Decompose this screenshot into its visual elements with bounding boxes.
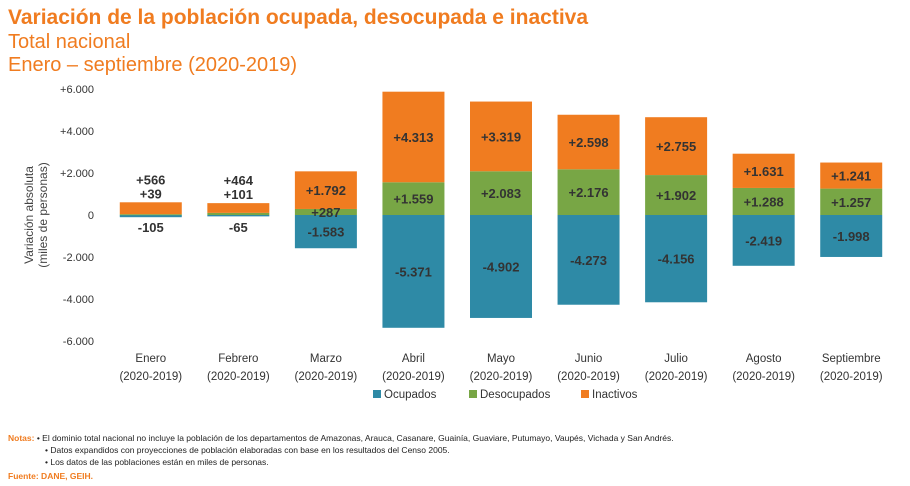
y-tick-label: +6.000 — [60, 84, 94, 96]
data-label-desocupados: +101 — [224, 187, 253, 202]
y-axis-label: Variación absoluta(miles de personas) — [22, 162, 50, 267]
x-tick-label-period: (2020-2019) — [295, 371, 358, 383]
bar-desocupados — [382, 182, 445, 215]
legend-swatch-inactivos — [581, 390, 589, 398]
data-label-inactivos: +2.598 — [568, 135, 608, 150]
bar-inactivos — [119, 202, 182, 215]
bar-inactivos — [557, 114, 620, 170]
bar-inactivos — [207, 203, 270, 213]
data-label-inactivos: +4.313 — [393, 130, 433, 145]
data-label-ocupados: -4.902 — [483, 259, 520, 274]
x-tick-label-period: (2020-2019) — [557, 371, 620, 383]
data-label-inactivos: +1.241 — [831, 169, 871, 184]
source: Fuente: DANE, GEIH. — [8, 471, 94, 481]
y-axis-label-line: (miles de personas) — [36, 162, 50, 267]
legend-swatch-ocupados — [373, 390, 381, 398]
x-tick-label-period: (2020-2019) — [119, 371, 182, 383]
x-tick-label: Febrero — [218, 353, 258, 365]
x-tick-label: Julio — [664, 353, 688, 365]
data-label-inactivos: +1.631 — [744, 164, 784, 179]
bar-desocupados — [119, 214, 182, 216]
y-tick-label: 0 — [88, 210, 94, 222]
bar-desocupados — [645, 175, 708, 215]
bar-inactivos — [470, 101, 532, 172]
bar-ocupados — [382, 215, 445, 328]
bar-inactivos — [382, 91, 445, 183]
x-tick-label: Abril — [402, 353, 425, 365]
x-tick-label: Mayo — [487, 353, 515, 365]
bar-desocupados — [294, 208, 357, 215]
notes-label: Notas: — [8, 433, 35, 443]
data-label-desocupados: +287 — [311, 205, 340, 220]
data-label-ocupados: -65 — [229, 220, 248, 235]
data-label-inactivos: +566 — [136, 172, 165, 187]
notes: Notas: • El dominio total nacional no in… — [8, 432, 674, 468]
x-tick-label-period: (2020-2019) — [732, 371, 795, 383]
data-label-ocupados: -105 — [138, 220, 164, 235]
bar-desocupados — [732, 187, 795, 215]
bar-inactivos — [820, 162, 883, 189]
data-label-inactivos: +3.319 — [481, 129, 521, 144]
bar-desocupados — [470, 171, 532, 215]
bar-desocupados — [557, 169, 620, 215]
bar-inactivos — [645, 117, 708, 176]
y-tick-label: +4.000 — [60, 126, 94, 138]
y-axis-label-line: Variación absoluta — [22, 166, 36, 264]
bar-ocupados — [732, 215, 795, 266]
data-label-inactivos: +2.755 — [656, 139, 696, 154]
bar-desocupados — [820, 188, 883, 215]
note-2: • Datos expandidos con proyecciones de p… — [45, 445, 450, 455]
y-tick-label: -4.000 — [63, 294, 94, 306]
data-label-ocupados: -5.371 — [395, 264, 432, 279]
chart-title: Variación de la población ocupada, desoc… — [8, 6, 589, 29]
x-tick-label-period: (2020-2019) — [470, 371, 533, 383]
bar-desocupados — [207, 212, 270, 215]
data-label-desocupados: +2.176 — [568, 185, 608, 200]
data-label-inactivos: +1.792 — [306, 183, 346, 198]
stacked-bar-chart: -6.000 -4.000 -2.000 0 +2.000 +4.000 +6.000 Var… — [22, 84, 883, 401]
x-tick-label-period: (2020-2019) — [382, 371, 445, 383]
x-tick-label-period: (2020-2019) — [820, 371, 883, 383]
y-tick-label: -2.000 — [63, 252, 94, 264]
legend-label-ocupados: Ocupados — [384, 389, 437, 401]
data-label-desocupados: +39 — [140, 186, 162, 201]
legend-label-inactivos: Inactivos — [592, 389, 638, 401]
bar-ocupados — [207, 215, 270, 217]
x-tick-label: Septiembre — [822, 353, 881, 365]
bar-ocupados — [645, 215, 708, 303]
legend-label-desocupados: Desocupados — [480, 389, 551, 401]
data-label-ocupados: -2.419 — [745, 233, 782, 248]
x-tick-label-period: (2020-2019) — [207, 371, 270, 383]
x-tick-label: Marzo — [310, 353, 342, 365]
x-tick-label: Junio — [575, 353, 603, 365]
data-label-desocupados: +1.257 — [831, 195, 871, 210]
bar-inactivos — [294, 171, 357, 209]
data-label-inactivos: +464 — [224, 173, 254, 188]
note-3: • Los datos de las poblaciones están en … — [45, 457, 269, 467]
y-tick-label: +2.000 — [60, 168, 94, 180]
bar-inactivos — [732, 153, 795, 188]
legend-swatch-desocupados — [469, 390, 477, 398]
data-label-desocupados: +1.559 — [393, 192, 433, 207]
y-tick-label: -6.000 — [63, 336, 94, 348]
x-tick-label: Agosto — [746, 353, 782, 365]
chart-period: Enero – septiembre (2020-2019) — [8, 54, 298, 76]
data-label-ocupados: -1.583 — [307, 225, 344, 240]
data-label-ocupados: -4.156 — [658, 252, 695, 267]
note-1: • El dominio total nacional no incluye l… — [36, 433, 674, 443]
bar-ocupados — [470, 215, 532, 318]
data-label-desocupados: +1.288 — [744, 194, 784, 209]
data-label-desocupados: +1.902 — [656, 188, 696, 203]
data-label-ocupados: -4.273 — [570, 253, 607, 268]
x-tick-label: Enero — [135, 353, 166, 365]
bar-ocupados — [294, 215, 357, 249]
bar-ocupados — [557, 215, 620, 305]
bar-ocupados — [820, 215, 883, 257]
x-tick-label-period: (2020-2019) — [645, 371, 708, 383]
chart-subtitle: Total nacional — [8, 31, 131, 53]
bar-ocupados — [119, 215, 182, 218]
data-label-desocupados: +2.083 — [481, 186, 521, 201]
data-label-ocupados: -1.998 — [833, 229, 870, 244]
